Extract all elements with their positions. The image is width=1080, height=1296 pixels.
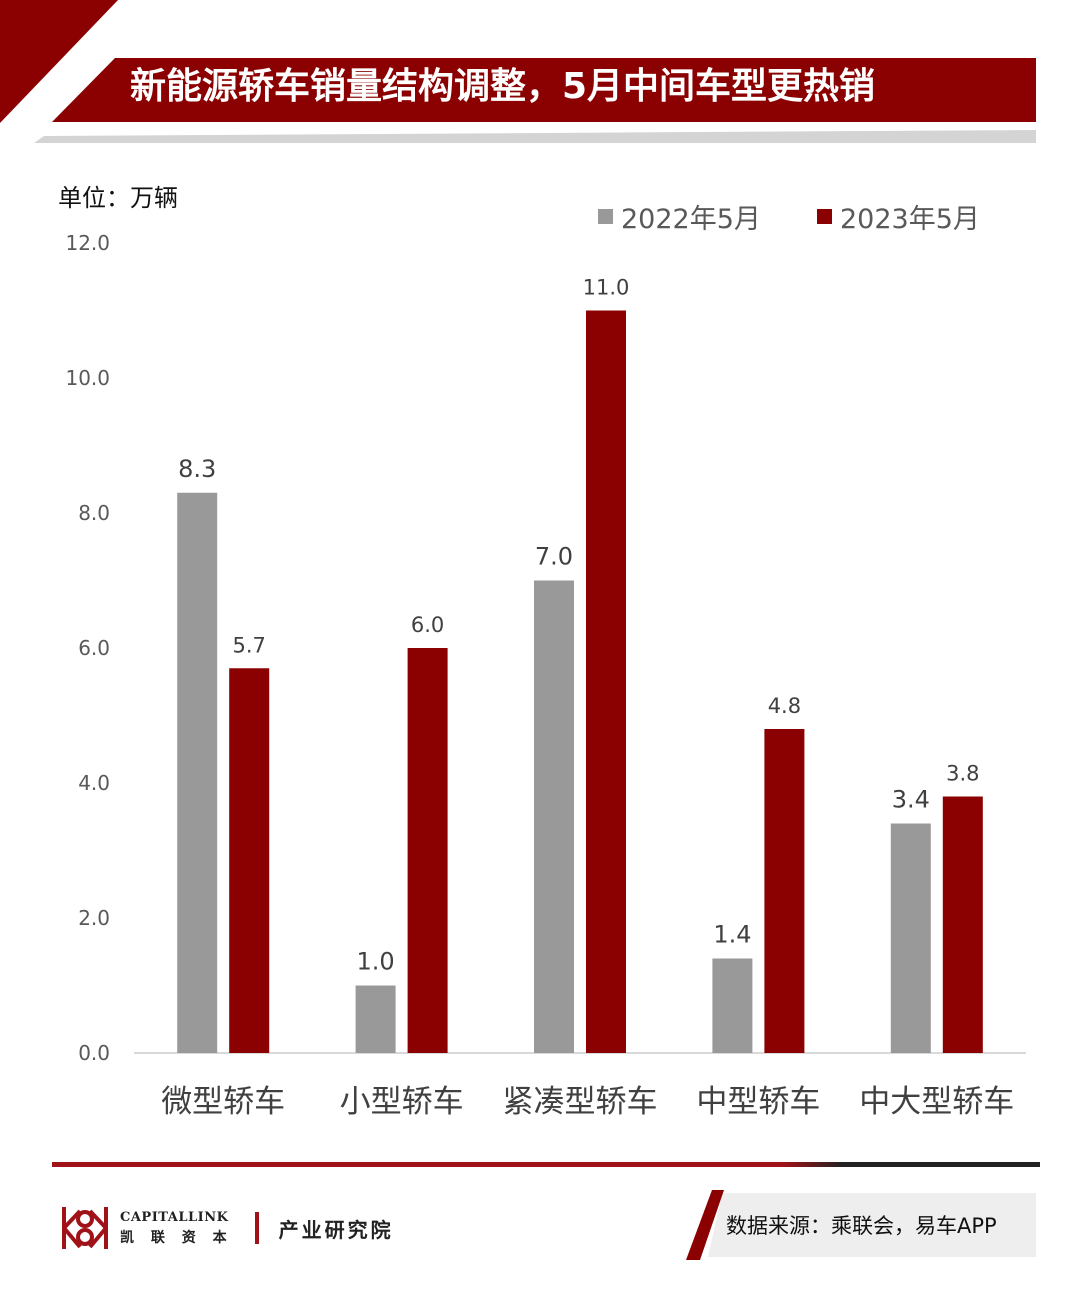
bar-2023 — [407, 648, 448, 1053]
bar-2022 — [712, 958, 753, 1053]
bar-2023 — [229, 668, 270, 1053]
legend-swatch-2023 — [817, 208, 832, 224]
page-title: 新能源轿车销量结构调整，5月中间车型更热销 — [130, 66, 876, 107]
y-axis-tick-label: 2.0 — [78, 906, 110, 930]
unit-label: 单位：万辆 — [58, 184, 178, 212]
legend-label-2023: 2023年5月 — [840, 203, 980, 235]
bar-2022 — [890, 823, 931, 1053]
y-axis-tick-label: 8.0 — [78, 501, 110, 525]
y-axis-tick-label: 6.0 — [78, 636, 110, 660]
legend-label-2022: 2022年5月 — [621, 203, 761, 235]
data-label-2023: 6.0 — [411, 613, 444, 637]
data-source-note: 数据来源：乘联会，易车APP — [726, 1214, 997, 1238]
data-label-2022: 3.4 — [892, 786, 930, 814]
data-label-2023: 5.7 — [232, 633, 265, 657]
data-label-2022: 8.3 — [178, 455, 216, 483]
capitallink-logo-icon — [62, 1207, 108, 1249]
brand-name-cn: 凯 联 资 本 — [120, 1229, 233, 1246]
data-label-2022: 7.0 — [535, 543, 573, 571]
x-axis-category-label: 中大型轿车 — [859, 1084, 1014, 1120]
bar-2022 — [534, 580, 574, 1053]
footer-divider — [52, 1162, 1040, 1167]
x-axis-category-label: 中型轿车 — [696, 1084, 820, 1120]
x-axis-category-label: 微型轿车 — [161, 1084, 285, 1120]
bar-2023 — [586, 310, 626, 1053]
brand-name-en: CAPITALLINK — [120, 1209, 229, 1225]
y-axis-tick-label: 10.0 — [65, 366, 110, 390]
bar-2022 — [355, 985, 396, 1053]
legend-item-2023: 2023年5月 — [817, 198, 980, 235]
y-axis-tick-label: 4.0 — [78, 771, 110, 795]
brand-block: CAPITALLINK 凯 联 资 本 产业研究院 — [58, 1198, 394, 1258]
source-box — [686, 1190, 1036, 1260]
y-axis-tick-label: 12.0 — [65, 231, 110, 255]
legend-swatch-2022 — [598, 208, 613, 224]
corner-decoration — [0, 0, 118, 123]
data-label-2023: 11.0 — [583, 276, 630, 300]
legend-item-2022: 2022年5月 — [598, 198, 761, 235]
title-banner — [34, 58, 1036, 143]
data-label-2023: 4.8 — [768, 694, 801, 718]
data-label-2022: 1.4 — [713, 921, 751, 949]
x-axis-category-label: 小型轿车 — [340, 1084, 464, 1120]
brand-separator — [254, 1212, 259, 1244]
department-label: 产业研究院 — [278, 1217, 394, 1242]
y-axis-tick-label: 0.0 — [78, 1041, 110, 1065]
bar-2023 — [764, 729, 805, 1053]
bar-chart: 0.0 2.0 4.0 6.0 8.0 10.0 12.0 8.3 5.7 微型轿车 1.0 6.0 小… — [65, 231, 1026, 1120]
bar-2022 — [177, 492, 218, 1053]
data-label-2022: 1.0 — [357, 948, 395, 976]
bar-2023 — [942, 796, 983, 1053]
x-axis-category-label: 紧凑型轿车 — [503, 1084, 658, 1120]
data-label-2023: 3.8 — [946, 762, 979, 786]
